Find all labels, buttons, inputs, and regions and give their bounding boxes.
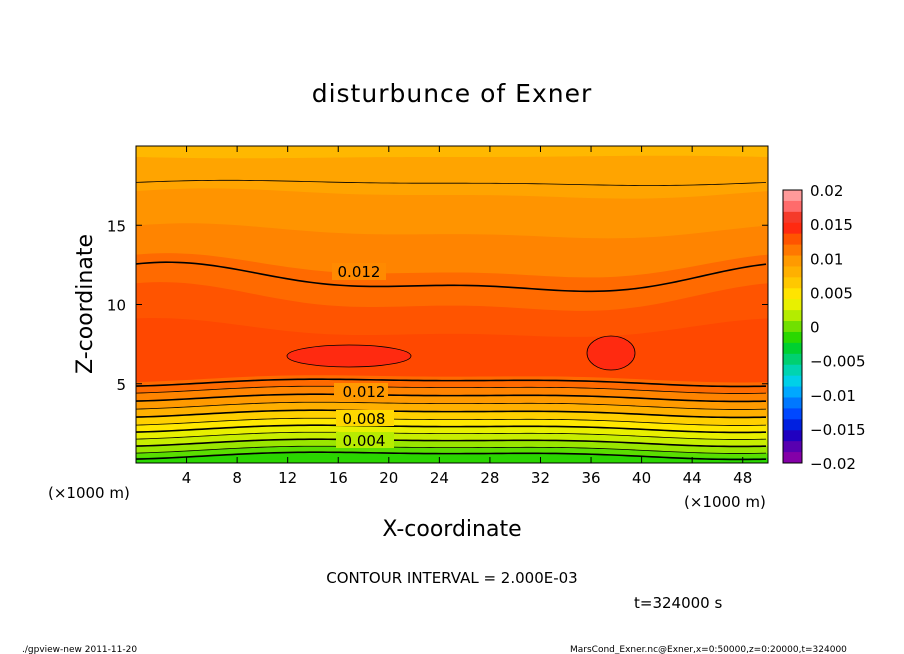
x-tick-label: 24 bbox=[430, 469, 449, 487]
colorbar-swatch bbox=[783, 310, 802, 322]
contour-label-bg bbox=[336, 432, 394, 448]
contour-line bbox=[136, 179, 767, 186]
colorbar-swatch bbox=[783, 419, 802, 431]
colorbar-swatch bbox=[783, 255, 802, 267]
colorbar-swatch bbox=[783, 397, 802, 409]
x-axis-unit-right: (×1000 m) bbox=[684, 493, 766, 511]
x-axis-ticks: 4 8 12 16 20 24 28 32 36 40 44 48 bbox=[182, 146, 752, 487]
x-tick-label: 28 bbox=[480, 469, 499, 487]
colorbar-swatch bbox=[783, 353, 802, 366]
colorbar-swatch bbox=[783, 331, 802, 344]
colorbar-label: −0.015 bbox=[810, 421, 866, 439]
chart-title: disturbunce of Exner bbox=[312, 79, 593, 108]
colorbar bbox=[782, 189, 803, 464]
footer-left: ./gpview-new 2011-11-20 bbox=[22, 645, 137, 654]
colorbar-swatch bbox=[783, 321, 802, 333]
x-tick-label: 40 bbox=[632, 469, 651, 487]
contour-line bbox=[136, 438, 767, 448]
contour-label: 0.008 bbox=[343, 410, 386, 428]
colorbar-swatch bbox=[783, 452, 802, 464]
x-tick-label: 4 bbox=[182, 469, 192, 487]
colorbar-swatch bbox=[783, 375, 802, 388]
contour-line bbox=[136, 417, 767, 426]
contour-label-bg bbox=[334, 383, 388, 400]
contour-line bbox=[136, 424, 767, 434]
max-region bbox=[586, 335, 636, 371]
contour-label-bg bbox=[336, 410, 394, 426]
colorbar-swatch bbox=[783, 299, 802, 311]
colorbar-swatch bbox=[783, 211, 802, 224]
contour-label: 0.012 bbox=[338, 263, 381, 281]
colorbar-swatch bbox=[783, 200, 802, 213]
y-tick-label: 10 bbox=[107, 297, 126, 315]
x-tick-label: 20 bbox=[379, 469, 398, 487]
colorbar-label: 0.015 bbox=[810, 216, 853, 234]
y-tick-label: 15 bbox=[107, 217, 126, 235]
contour-line bbox=[136, 445, 767, 454]
colorbar-frame bbox=[782, 189, 803, 464]
colorbar-swatch bbox=[783, 288, 802, 300]
x-tick-label: 32 bbox=[531, 469, 550, 487]
colorbar-label: 0.01 bbox=[810, 250, 843, 268]
colorbar-swatch bbox=[783, 364, 802, 377]
contour-line bbox=[136, 451, 767, 461]
contour-lines bbox=[136, 179, 767, 461]
max-region bbox=[286, 344, 412, 368]
contour-interval-text: CONTOUR INTERVAL = 2.000E-03 bbox=[326, 569, 577, 587]
colorbar-tick-labels: 0.02 0.015 0.01 0.005 0 −0.005 −0.01 −0.015 −0.0… bbox=[810, 182, 866, 473]
colorbar-swatch bbox=[783, 408, 802, 420]
colorbar-label: 0 bbox=[810, 319, 820, 337]
x-axis-label: X-coordinate bbox=[382, 517, 521, 542]
time-text: t=324000 s bbox=[634, 594, 722, 612]
colorbar-swatch bbox=[783, 277, 802, 289]
colorbar-swatch bbox=[783, 266, 802, 278]
colorbar-swatch bbox=[783, 441, 802, 453]
x-tick-label: 36 bbox=[581, 469, 600, 487]
colorbar-swatch bbox=[783, 190, 802, 202]
contour-label-bg bbox=[332, 263, 386, 280]
contour-line bbox=[136, 378, 767, 388]
colorbar-swatch bbox=[783, 233, 802, 246]
colorbar-swatch bbox=[783, 342, 802, 355]
colorbar-swatch bbox=[783, 430, 802, 442]
colorbar-label: −0.005 bbox=[810, 353, 866, 371]
colorbar-swatch bbox=[783, 222, 802, 235]
contour-label: 0.004 bbox=[343, 432, 386, 450]
y-tick-label: 5 bbox=[116, 376, 126, 394]
plot-area bbox=[136, 146, 768, 463]
x-tick-label: 16 bbox=[329, 469, 348, 487]
x-tick-label: 12 bbox=[278, 469, 297, 487]
y-axis-ticks: 5 10 15 bbox=[107, 217, 768, 394]
colorbar-swatch bbox=[783, 244, 802, 257]
contour-label: 0.012 bbox=[343, 383, 386, 401]
contour-line bbox=[136, 393, 767, 403]
colorbar-label: 0.005 bbox=[810, 284, 853, 302]
colorbar-label: −0.01 bbox=[810, 387, 856, 405]
colorbar-swatch bbox=[783, 386, 802, 398]
contour-line bbox=[136, 261, 767, 293]
x-tick-label: 8 bbox=[232, 469, 242, 487]
colorbar-label: −0.02 bbox=[810, 455, 856, 473]
contour-label-group: 0.012 0.012 0.008 0.004 bbox=[332, 263, 394, 450]
x-tick-label: 44 bbox=[683, 469, 702, 487]
contour-line bbox=[136, 385, 767, 394]
x-tick-label: 48 bbox=[733, 469, 752, 487]
footer-right: MarsCond_Exner.nc@Exner,x=0:50000,z=0:20… bbox=[570, 645, 847, 654]
x-axis-unit-left: (×1000 m) bbox=[48, 484, 130, 502]
colorbar-label: 0.02 bbox=[810, 182, 843, 200]
contour-line bbox=[136, 401, 767, 410]
y-axis-label: Z-coordinate bbox=[73, 234, 98, 374]
contour-line bbox=[136, 409, 767, 419]
contour-line bbox=[136, 431, 767, 440]
